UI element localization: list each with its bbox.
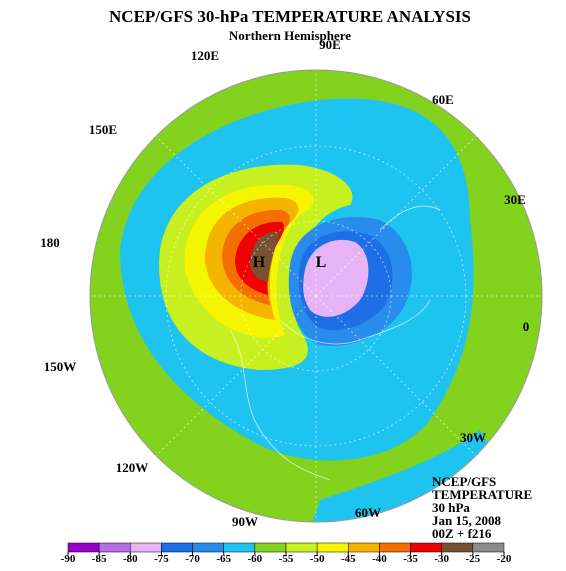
- subtitle: Northern Hemisphere: [229, 28, 351, 43]
- colorbar-label: -75: [154, 553, 169, 565]
- colorbar-segment: [410, 542, 442, 553]
- colorbar-label: -60: [248, 553, 263, 565]
- colorbar-segment: [472, 542, 505, 553]
- longitude-label: 150E: [89, 122, 117, 137]
- colorbar-label: -55: [279, 553, 294, 565]
- colorbar: -90 -85 -80 -75 -70 -65 -60 -55 -50 -45 -40 -35 -30 -…: [61, 542, 512, 565]
- colorbar-segment: [285, 542, 318, 553]
- colorbar-segment: [192, 542, 224, 553]
- colorbar-segment: [161, 542, 193, 553]
- info-line: NCEP/GFS: [432, 474, 496, 489]
- colorbar-segment: [223, 542, 256, 553]
- colorbar-label: -40: [372, 553, 387, 565]
- colorbar-label: -35: [403, 553, 418, 565]
- title: NCEP/GFS 30-hPa TEMPERATURE ANALYSIS: [109, 7, 471, 26]
- longitude-label: 180: [40, 235, 60, 250]
- colorbar-segment: [379, 542, 411, 553]
- colorbar-label: -90: [61, 553, 76, 565]
- info-line: 00Z + f216: [432, 526, 492, 541]
- longitude-label: 90W: [232, 514, 258, 529]
- colorbar-segment: [348, 542, 380, 553]
- longitude-label: 30E: [504, 192, 526, 207]
- colorbar-label: -70: [185, 553, 200, 565]
- colorbar-segment: [130, 542, 162, 553]
- colorbar-segment: [316, 542, 349, 553]
- longitude-label: 150W: [44, 359, 77, 374]
- colorbar-label: -85: [92, 553, 107, 565]
- high-center: H: [253, 254, 266, 271]
- info-line: Jan 15, 2008: [432, 513, 501, 528]
- colorbar-segment: [98, 542, 131, 553]
- info-line: 30 hPa: [432, 500, 470, 515]
- longitude-label: 60W: [355, 505, 381, 520]
- colorbar-label: -30: [434, 553, 449, 565]
- longitude-label: 120W: [116, 460, 149, 475]
- colorbar-segment: [67, 542, 100, 553]
- info-line: TEMPERATURE: [432, 487, 532, 502]
- colorbar-label: -45: [341, 553, 356, 565]
- map-border: [89, 69, 543, 523]
- colorbar-segment: [254, 542, 287, 553]
- colorbar-label: -20: [497, 553, 512, 565]
- colorbar-segment: [441, 542, 474, 553]
- colorbar-label: -65: [216, 553, 231, 565]
- low-center: L: [316, 254, 327, 271]
- longitude-label: 120E: [191, 48, 219, 63]
- longitude-label: 90E: [319, 37, 341, 52]
- colorbar-label: -50: [310, 553, 325, 565]
- longitude-label: 30W: [460, 430, 486, 445]
- longitude-label: 60E: [432, 92, 454, 107]
- colorbar-label: -80: [123, 553, 138, 565]
- longitude-label: 0: [523, 319, 530, 334]
- colorbar-label: -25: [466, 553, 481, 565]
